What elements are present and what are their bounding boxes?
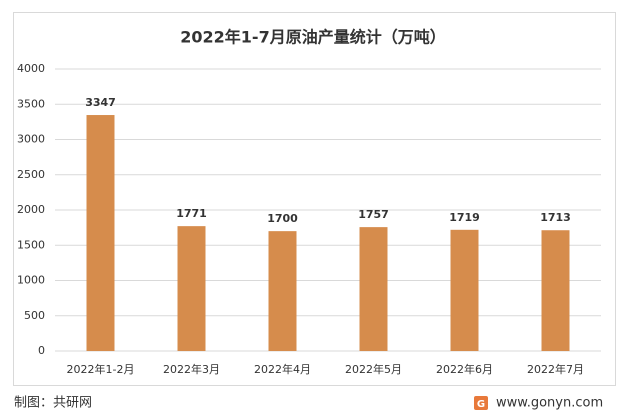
svg-text:G: G — [477, 399, 485, 410]
data-label: 1700 — [267, 212, 298, 225]
x-tick-label: 2022年5月 — [345, 362, 402, 376]
data-label: 3347 — [85, 96, 116, 109]
bar — [359, 227, 388, 351]
y-tick-label: 3000 — [17, 133, 45, 146]
y-tick-label: 2500 — [17, 168, 45, 181]
bar — [177, 226, 206, 351]
bar — [450, 229, 479, 351]
x-tick-label: 2022年6月 — [436, 362, 493, 376]
x-tick-label: 2022年1-2月 — [67, 362, 135, 376]
data-label: 1713 — [540, 211, 571, 224]
website: www.gonyn.com — [496, 396, 603, 411]
y-tick-label: 0 — [38, 344, 45, 357]
y-tick-label: 1000 — [17, 274, 45, 287]
x-tick-label: 2022年3月 — [163, 362, 220, 376]
chart-title: 2022年1-7月原油产量统计（万吨） — [180, 28, 445, 47]
y-tick-label: 2000 — [17, 203, 45, 216]
data-label: 1719 — [449, 211, 480, 224]
y-tick-label: 4000 — [17, 62, 45, 75]
bar — [268, 231, 297, 351]
y-tick-label: 500 — [24, 309, 45, 322]
y-tick-label: 3500 — [17, 97, 45, 110]
y-tick-label: 1500 — [17, 238, 45, 251]
data-label: 1757 — [358, 208, 389, 221]
x-tick-label: 2022年4月 — [254, 362, 311, 376]
logo: G — [474, 396, 488, 410]
x-tick-label: 2022年7月 — [527, 362, 584, 376]
credit: 制图：共研网 — [14, 396, 92, 411]
bar — [541, 230, 570, 351]
data-label: 1771 — [176, 207, 207, 220]
bar — [86, 115, 115, 351]
